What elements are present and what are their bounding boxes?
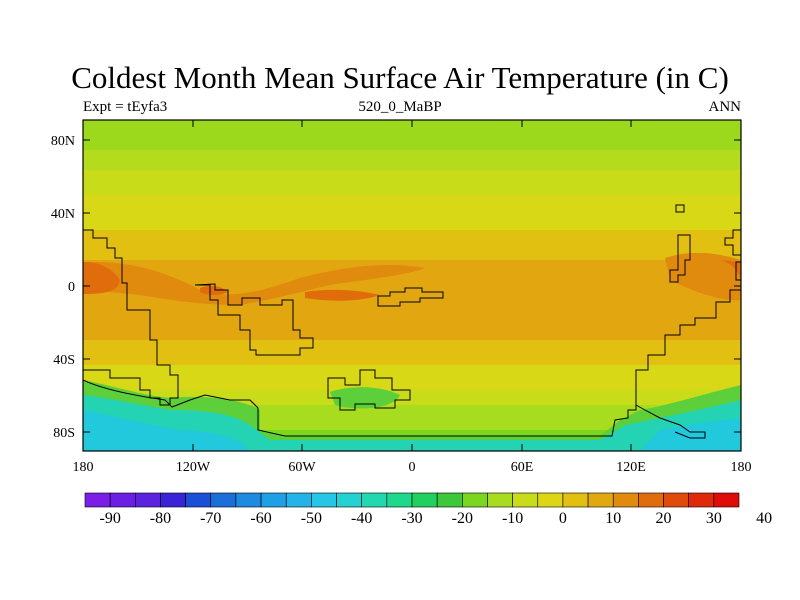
colorbar-label: 10 xyxy=(605,510,621,527)
continent-south xyxy=(82,289,741,437)
colorbar-swatch xyxy=(487,492,513,508)
colorbar-label: -50 xyxy=(301,510,322,527)
colorbar-swatch xyxy=(436,492,463,508)
season-label: ANN xyxy=(708,99,742,115)
colorbar xyxy=(84,492,740,508)
colorbar-swatch xyxy=(537,492,564,508)
contour-fill xyxy=(83,120,741,451)
colorbar-label: -40 xyxy=(351,510,372,527)
island-south xyxy=(327,369,411,411)
period-label: 520_0_MaBP xyxy=(358,99,442,115)
lon-label: 0 xyxy=(409,460,416,475)
colorbar-swatch xyxy=(713,492,740,508)
colorbar-swatch xyxy=(160,492,186,508)
continent-se-tip xyxy=(635,404,706,439)
colorbar-swatch xyxy=(462,492,488,508)
colorbar-swatch xyxy=(386,492,413,508)
colorbar-swatch xyxy=(235,492,262,508)
warm-east xyxy=(665,252,741,301)
island-equator xyxy=(377,287,444,307)
map-title: Coldest Month Mean Surface Air Temperatu… xyxy=(71,60,729,95)
colorbar-swatch xyxy=(135,492,161,508)
colorbar-swatch xyxy=(109,492,136,508)
continent-east-a xyxy=(669,234,691,283)
warm-spot-a xyxy=(200,285,228,295)
band-55n xyxy=(83,170,741,195)
colorbar-swatch xyxy=(612,492,639,508)
colorbar-label: -30 xyxy=(401,510,422,527)
colorbar-swatch xyxy=(185,492,212,508)
lon-label: 180 xyxy=(731,460,752,475)
colorbar-swatch xyxy=(210,492,237,508)
colorbar-label: -90 xyxy=(99,510,120,527)
colorbar-label: 20 xyxy=(656,510,672,527)
continent-west xyxy=(83,229,179,406)
colorbar-swatch xyxy=(285,492,312,508)
lon-label: 180 xyxy=(73,460,94,475)
lat-label: 40N xyxy=(51,207,75,222)
colorbar-label: -70 xyxy=(200,510,221,527)
colorbar-label: 0 xyxy=(559,510,567,527)
colorbar-swatch xyxy=(663,492,689,508)
band-40n xyxy=(83,195,741,230)
continent-east-b xyxy=(724,229,741,256)
lat-label: 40S xyxy=(53,353,75,368)
lon-labels: 180 120W 60W 0 60E 120E 180 xyxy=(73,460,752,475)
band-35s xyxy=(83,340,741,365)
warm-tongue xyxy=(83,261,425,305)
lon-label: 120E xyxy=(616,460,646,475)
coldest-se xyxy=(640,418,741,451)
colorbar-swatch xyxy=(512,492,539,508)
colorbar-label: -10 xyxy=(502,510,523,527)
colorbar-labels: -90-80-70-60-50-40-30-20-1001020304050 xyxy=(99,510,772,527)
lon-label: 120W xyxy=(176,460,211,475)
colder-south xyxy=(83,395,741,451)
colorbar-swatch xyxy=(688,492,715,508)
colorbar-swatch xyxy=(84,492,111,508)
colorbar-swatch xyxy=(562,492,589,508)
coastlines xyxy=(82,204,741,439)
colorbar-swatch xyxy=(260,492,287,508)
experiment-label: Expt = tEyfa3 xyxy=(83,99,168,115)
colorbar-swatch xyxy=(587,492,614,508)
lat-ticks xyxy=(83,139,741,433)
continent-east-c xyxy=(735,261,741,281)
colorbar-swatch xyxy=(311,492,337,508)
colorbar-swatch xyxy=(361,492,388,508)
band-70n xyxy=(83,150,741,170)
colorbar-label: -60 xyxy=(250,510,271,527)
colorbar-swatch xyxy=(336,492,362,508)
colorbar-label: 40 xyxy=(756,510,772,527)
lat-labels: 80N 40N 0 40S 80S xyxy=(51,134,75,441)
colorbar-swatch xyxy=(638,492,664,508)
lat-label: 80S xyxy=(53,426,75,441)
colorbar-label: -80 xyxy=(150,510,171,527)
lon-label: 60E xyxy=(511,460,534,475)
warm-spot-west xyxy=(83,262,120,294)
lat-label: 80N xyxy=(51,134,75,149)
continent-central xyxy=(194,283,314,356)
colorbar-swatch xyxy=(411,492,438,508)
band-25n xyxy=(83,230,741,260)
lat-label: 0 xyxy=(68,280,75,295)
colorbar-label: 30 xyxy=(706,510,722,527)
band-50s xyxy=(83,365,741,390)
warm-spot-center xyxy=(305,289,380,301)
colorbar-label: -20 xyxy=(452,510,473,527)
lon-ticks xyxy=(192,120,632,451)
island-north xyxy=(675,204,685,213)
cold-island xyxy=(330,387,400,409)
lon-label: 60W xyxy=(288,460,316,475)
band-60s xyxy=(83,390,741,405)
coldest-sw xyxy=(83,410,250,451)
